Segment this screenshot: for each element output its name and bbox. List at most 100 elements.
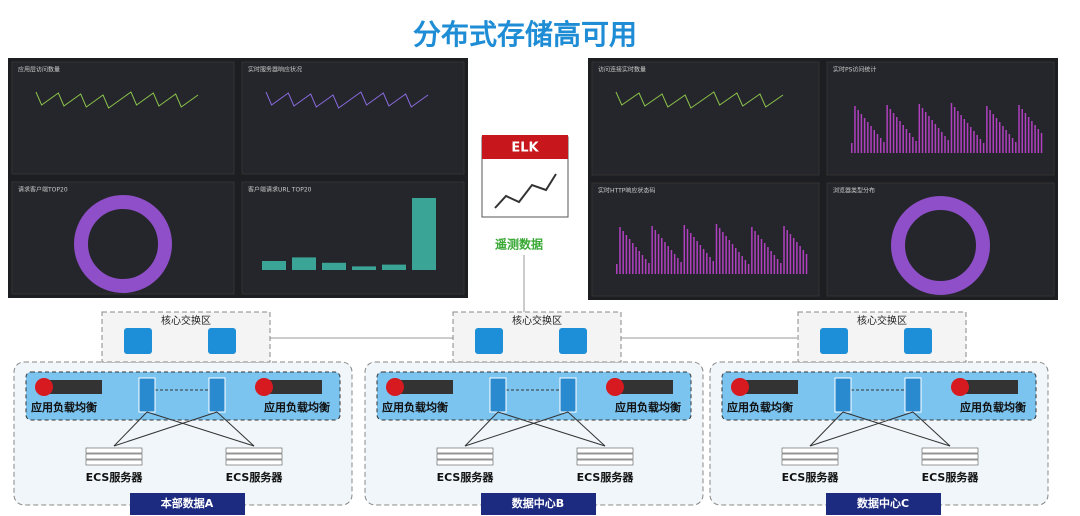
bar-deco <box>1031 121 1033 153</box>
link <box>809 411 844 447</box>
bar-deco <box>854 106 856 153</box>
bar-deco <box>1021 109 1023 153</box>
bar-deco <box>622 231 624 274</box>
lb-label: 应用负载均衡 <box>264 400 330 414</box>
switch <box>138 377 156 413</box>
ecs-label: ECS服务器 <box>782 470 840 484</box>
lb-label: 应用负载均衡 <box>382 400 448 414</box>
lb-device <box>960 380 1018 394</box>
bar-deco <box>763 243 766 274</box>
bar-deco <box>718 228 721 274</box>
bar-deco <box>641 255 644 274</box>
server <box>85 459 143 466</box>
bar-deco <box>744 260 747 274</box>
bar-deco <box>921 108 924 153</box>
lb-device <box>44 380 102 394</box>
bar-deco <box>918 104 921 153</box>
core-switch <box>820 328 848 354</box>
bar-deco <box>1027 117 1030 153</box>
bar-deco <box>1005 130 1007 153</box>
bar-deco <box>889 109 892 153</box>
bar-deco <box>957 111 959 153</box>
server <box>576 447 634 454</box>
bar-deco <box>677 258 679 274</box>
bar-deco <box>992 114 995 153</box>
bar-deco <box>979 139 982 153</box>
panel-title: 实时PS访问统计 <box>833 66 876 74</box>
bar-deco <box>995 118 998 153</box>
bar-deco <box>896 117 898 153</box>
bar-deco <box>683 225 686 274</box>
server <box>225 459 283 466</box>
bar-deco <box>616 264 618 274</box>
bar-deco <box>741 256 743 274</box>
elk-icon <box>494 173 557 209</box>
bar-deco <box>912 137 914 153</box>
panel <box>241 61 465 175</box>
bar-deco <box>722 232 724 274</box>
bar-deco <box>735 248 737 274</box>
lb-device <box>264 380 322 394</box>
bar-deco <box>673 254 676 274</box>
link <box>464 411 569 447</box>
bar-deco <box>783 226 785 274</box>
bar-deco <box>986 106 988 153</box>
bar-deco <box>702 249 705 274</box>
donut <box>74 195 172 293</box>
bar-deco <box>696 241 698 274</box>
server <box>436 459 494 466</box>
bar-deco <box>1002 126 1004 153</box>
bar-deco <box>667 246 669 274</box>
server <box>921 453 979 460</box>
bar-deco <box>799 246 801 274</box>
bar-deco <box>982 143 985 153</box>
link <box>497 411 606 447</box>
bar-deco <box>976 135 978 153</box>
bar-deco <box>776 259 779 274</box>
bar-deco <box>731 244 734 274</box>
server <box>225 447 283 454</box>
panel-title: 客户端请求URL TOP20 <box>248 186 312 194</box>
bar-deco <box>1040 133 1043 153</box>
bar-deco <box>661 238 663 274</box>
bar-deco <box>886 105 888 153</box>
link <box>842 411 951 447</box>
bar-deco <box>941 132 943 153</box>
core-switch <box>559 328 587 354</box>
bar-deco <box>892 113 895 153</box>
bar-deco <box>934 124 937 153</box>
line-deco <box>35 91 199 109</box>
line-deco <box>265 91 429 109</box>
server <box>436 447 494 454</box>
bar-deco <box>728 240 731 274</box>
bar-deco <box>950 103 953 153</box>
bar-deco <box>262 261 286 270</box>
link <box>216 411 255 447</box>
server <box>225 453 283 460</box>
bar-deco <box>706 253 708 274</box>
bar-deco <box>754 231 756 274</box>
switch <box>559 377 577 413</box>
ecs-label: ECS服务器 <box>577 470 635 484</box>
bar-deco <box>382 264 406 270</box>
bar-deco <box>1018 105 1020 153</box>
link <box>113 411 148 447</box>
bar-deco <box>773 255 776 274</box>
lb-label: 应用负载均衡 <box>31 400 97 414</box>
lb-device <box>395 380 453 394</box>
link <box>567 411 606 447</box>
bar-deco <box>648 263 650 274</box>
bar-deco <box>802 250 805 274</box>
bar-deco <box>902 125 904 153</box>
core-switch <box>475 328 503 354</box>
panel-title: 实时HTTP响应状态码 <box>598 187 655 195</box>
bar-deco <box>963 119 966 153</box>
switch <box>489 377 507 413</box>
bar-deco <box>905 129 908 153</box>
title: 分布式存储高可用 <box>413 18 637 51</box>
bar-deco <box>292 257 316 270</box>
lb-logo <box>606 378 624 396</box>
bar-deco <box>686 229 689 274</box>
